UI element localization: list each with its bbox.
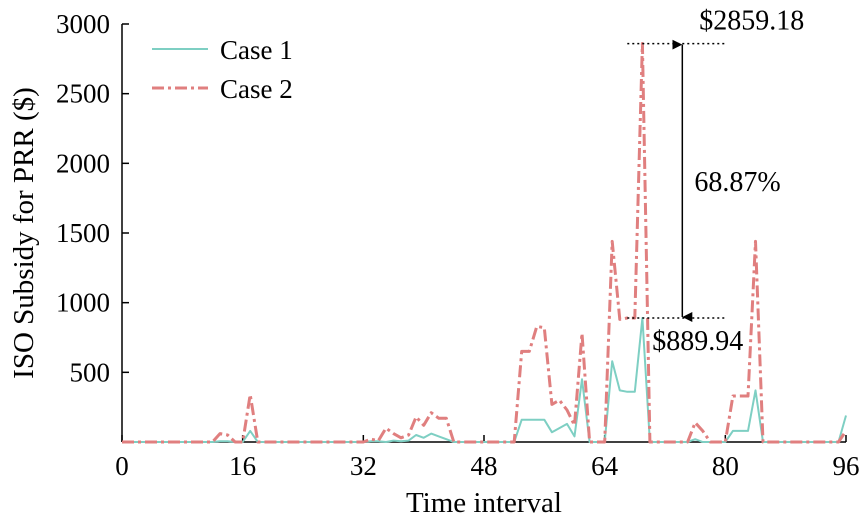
legend: Case 1 Case 2 [152,35,293,104]
y-tick-label: 1000 [56,288,110,318]
x-tick-label: 80 [712,451,739,481]
series-line-case-2 [122,42,848,444]
y-tick-label: 3000 [56,9,110,39]
y-axis-ticks: 500 1000 1500 2000 2500 3000 [56,9,129,387]
legend-label-case-2: Case 2 [220,74,293,104]
y-tick-label: 2500 [56,79,110,109]
x-tick-label: 16 [229,451,256,481]
annotation-difference-percent: 68.87% [694,167,780,198]
legend-label-case-1: Case 1 [220,35,293,65]
y-axis-title: ISO Subsidy for PRR ($) [8,87,40,379]
x-tick-label: 48 [471,451,498,481]
x-axis-title: Time interval [406,487,562,519]
y-tick-label: 1500 [56,218,110,248]
annotation-low-value: $889.94 [652,326,743,357]
series-layer [122,42,848,444]
x-tick-label: 96 [833,451,860,481]
x-tick-label: 32 [350,451,377,481]
x-tick-label: 64 [591,451,619,481]
x-axis-ticks: 0 16 32 48 64 80 96 [115,435,860,481]
y-tick-label: 2000 [56,148,110,178]
x-tick-label: 0 [115,451,129,481]
annotation-layer: $2859.18 $889.94 68.87% [627,6,804,357]
annotation-high-value: $2859.18 [699,6,804,37]
y-tick-label: 500 [70,357,111,387]
